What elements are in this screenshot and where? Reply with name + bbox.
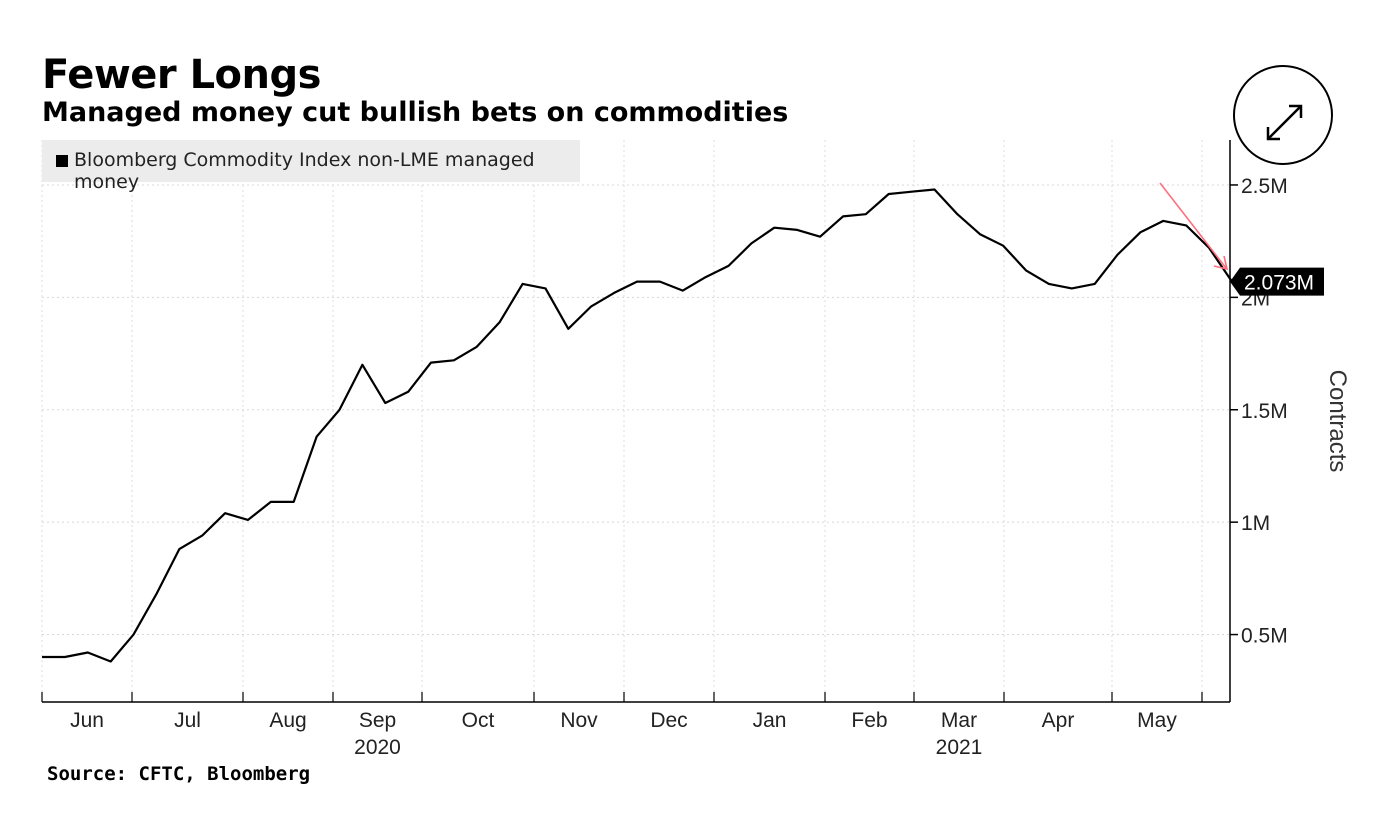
- y-tick-label: 2.5M: [1241, 175, 1288, 198]
- y-axis-label: Contracts: [1324, 370, 1351, 473]
- x-tick-label: Nov: [560, 709, 598, 732]
- expand-arrows-icon: [1266, 104, 1303, 141]
- y-tick-label: 1.5M: [1241, 400, 1288, 423]
- series-line: [42, 188, 1233, 663]
- x-tick-label: Mar: [941, 709, 977, 732]
- x-tick-label: Jan: [753, 709, 787, 732]
- x-tick-label: Sep: [359, 709, 396, 732]
- annotation-arrow-head: [1213, 255, 1229, 271]
- expand-button[interactable]: [1233, 65, 1333, 165]
- x-tick-label: Jul: [174, 709, 201, 732]
- source-note: Source: CFTC, Bloomberg: [47, 763, 311, 785]
- annotation-arrow-line: [1159, 182, 1227, 269]
- x-tick-label: Feb: [851, 709, 887, 732]
- last-value-label: 2.073M: [1244, 272, 1314, 295]
- x-tick-label: Dec: [650, 709, 687, 732]
- x-year-label: 2021: [936, 736, 983, 759]
- legend-swatch: [56, 155, 68, 167]
- x-year-label: 2020: [354, 736, 401, 759]
- chart-title: Fewer Longs: [42, 52, 321, 98]
- y-tick-label: 1M: [1241, 512, 1270, 535]
- x-tick-label: Jun: [70, 709, 104, 732]
- x-tick-label: Oct: [462, 709, 495, 732]
- legend-label: Bloomberg Commodity Index non-LME manage…: [74, 149, 535, 193]
- last-value-tag: [1230, 267, 1324, 296]
- x-tick-label: May: [1137, 709, 1177, 732]
- x-tick-label: Apr: [1042, 709, 1075, 732]
- x-tick-label: Aug: [269, 709, 306, 732]
- y-tick-label: 0.5M: [1241, 625, 1288, 648]
- chart-subtitle: Managed money cut bullish bets on commod…: [42, 97, 789, 128]
- legend: Bloomberg Commodity Index non-LME manage…: [42, 140, 580, 193]
